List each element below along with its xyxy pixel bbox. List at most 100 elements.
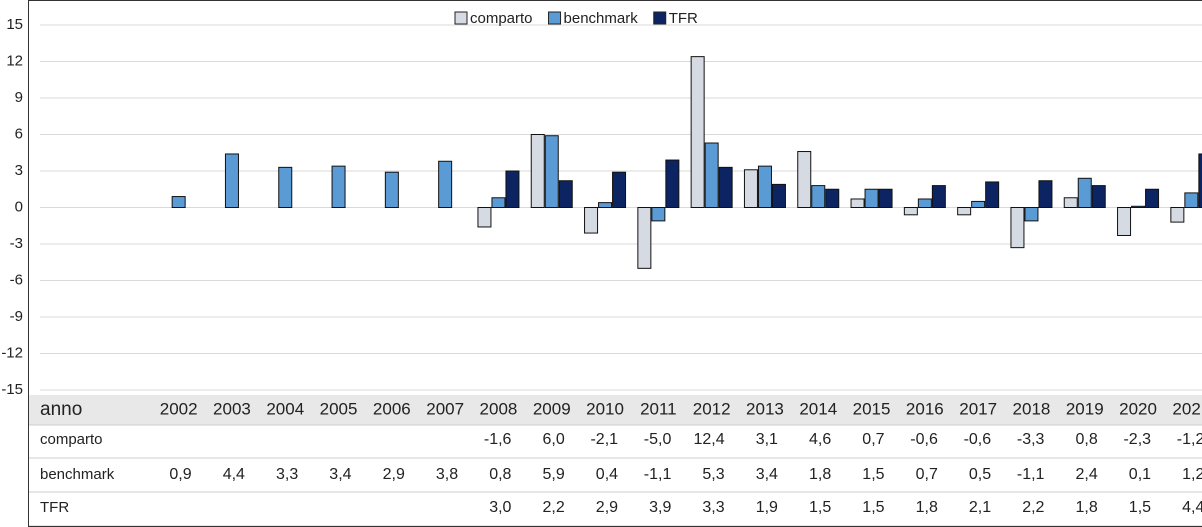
y-tick-label: 12 bbox=[6, 52, 23, 69]
x-tick-label: 2018 bbox=[1013, 399, 1051, 418]
bar bbox=[704, 142, 719, 208]
x-tick-label: 2021 bbox=[1172, 399, 1202, 418]
table-value: 2,2 bbox=[1022, 499, 1044, 516]
legend-label: comparto bbox=[470, 10, 533, 27]
bar bbox=[1198, 153, 1202, 208]
table-value: -5,0 bbox=[644, 431, 672, 448]
table-value: 2,1 bbox=[969, 499, 991, 516]
x-tick-label: 2006 bbox=[373, 399, 411, 418]
table-value: 1,8 bbox=[1076, 499, 1098, 516]
x-tick-label: 2016 bbox=[906, 399, 944, 418]
table-value: 4,4 bbox=[1182, 499, 1202, 516]
table-value: 0,5 bbox=[969, 466, 991, 483]
bar bbox=[384, 171, 399, 208]
bar bbox=[544, 135, 559, 208]
table-header-bg bbox=[28, 395, 1202, 425]
table-value: 1,2 bbox=[1182, 466, 1202, 483]
table-value: 0,9 bbox=[169, 466, 191, 483]
legend-label: benchmark bbox=[564, 10, 639, 27]
x-tick-label: 2013 bbox=[746, 399, 784, 418]
y-tick-label: 3 bbox=[15, 162, 23, 179]
y-tick-label: -3 bbox=[10, 235, 23, 252]
table-value: 3,3 bbox=[702, 499, 724, 516]
table-value: 3,8 bbox=[436, 466, 458, 483]
bar bbox=[224, 153, 239, 208]
table-value: 5,9 bbox=[543, 466, 565, 483]
bar bbox=[850, 198, 865, 209]
legend-label: TFR bbox=[669, 10, 698, 27]
table-value: 4,4 bbox=[223, 466, 245, 483]
bar bbox=[477, 207, 492, 228]
bar bbox=[811, 185, 826, 209]
bar bbox=[1038, 180, 1053, 209]
x-tick-label: 2009 bbox=[533, 399, 571, 418]
x-tick-label: 2015 bbox=[853, 399, 891, 418]
x-tick-label: 2010 bbox=[586, 399, 624, 418]
bar bbox=[1170, 207, 1185, 223]
table-value: 1,8 bbox=[916, 499, 938, 516]
x-tick-label: 2003 bbox=[213, 399, 251, 418]
table-value: -2,1 bbox=[590, 431, 618, 448]
y-tick-label: 9 bbox=[15, 89, 23, 106]
legend-swatch bbox=[454, 11, 468, 25]
x-tick-label: 2017 bbox=[959, 399, 997, 418]
bar bbox=[331, 165, 346, 208]
bar bbox=[278, 166, 293, 209]
bar bbox=[957, 207, 972, 216]
bar bbox=[1091, 185, 1106, 209]
bar bbox=[757, 165, 772, 208]
bar bbox=[825, 188, 840, 208]
table-value: 0,4 bbox=[596, 466, 618, 483]
table-value: -3,3 bbox=[1017, 431, 1045, 448]
table-value: -0,6 bbox=[964, 431, 992, 448]
x-tick-label: 2011 bbox=[640, 399, 677, 418]
x-tick-label: 2007 bbox=[426, 399, 464, 418]
x-tick-label: 2014 bbox=[799, 399, 837, 418]
bar bbox=[665, 159, 680, 209]
y-tick-label: 0 bbox=[15, 198, 23, 215]
table-value: 1,5 bbox=[1129, 499, 1151, 516]
x-tick-label: 2012 bbox=[693, 399, 731, 418]
table-row-label: benchmark bbox=[40, 466, 115, 483]
bar bbox=[797, 151, 812, 209]
x-tick-label: 2002 bbox=[160, 399, 198, 418]
table-value: 3,3 bbox=[276, 466, 298, 483]
bar bbox=[1145, 188, 1160, 208]
bar bbox=[637, 207, 652, 269]
legend-swatch bbox=[653, 11, 667, 25]
table-value: 0,7 bbox=[916, 466, 938, 483]
table-row-label: comparto bbox=[40, 431, 103, 448]
bar bbox=[985, 181, 1000, 208]
bar bbox=[171, 196, 186, 209]
table-value: -1,1 bbox=[1017, 466, 1045, 483]
bar bbox=[903, 207, 918, 216]
table-value: 3,9 bbox=[649, 499, 671, 516]
table-value: 12,4 bbox=[694, 431, 725, 448]
table-value: 1,8 bbox=[809, 466, 831, 483]
bar bbox=[491, 197, 506, 208]
table-value: 1,5 bbox=[809, 499, 831, 516]
y-tick-label: -6 bbox=[10, 271, 23, 288]
table-value: 4,6 bbox=[809, 431, 831, 448]
table-row-label: TFR bbox=[40, 499, 69, 516]
table-value: 0,1 bbox=[1129, 466, 1151, 483]
x-tick-label: 2008 bbox=[480, 399, 518, 418]
table-value: 3,4 bbox=[329, 466, 351, 483]
bar bbox=[505, 170, 520, 208]
table-value: 1,5 bbox=[862, 499, 884, 516]
legend-swatch bbox=[548, 11, 562, 25]
bar bbox=[438, 160, 453, 208]
y-tick-label: 6 bbox=[15, 125, 23, 142]
table-value: 1,9 bbox=[756, 499, 778, 516]
x-tick-label: 2020 bbox=[1119, 399, 1157, 418]
table-value: 5,3 bbox=[702, 466, 724, 483]
table-value: 2,2 bbox=[543, 499, 565, 516]
bar bbox=[971, 200, 986, 209]
bar bbox=[558, 180, 573, 209]
table-value: -1,1 bbox=[644, 466, 672, 483]
bar bbox=[718, 166, 733, 209]
bar bbox=[931, 185, 946, 209]
x-tick-label: 2005 bbox=[320, 399, 358, 418]
